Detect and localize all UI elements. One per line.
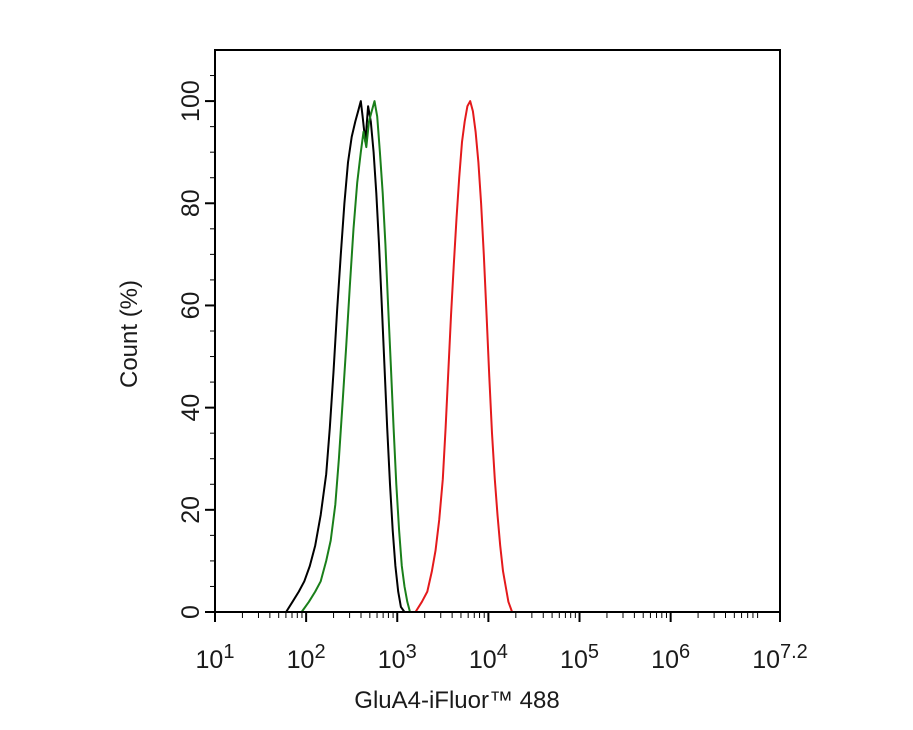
y-tick-label: 100 <box>177 80 205 122</box>
x-tick-label: 104 <box>469 641 508 674</box>
x-tick-label: 102 <box>287 641 326 674</box>
series-line-3 <box>414 100 514 613</box>
x-tick-label: 101 <box>196 641 235 674</box>
y-tick-label: 40 <box>177 394 205 422</box>
y-tick-label: 60 <box>177 292 205 320</box>
y-axis: 0 20 40 60 80 100 <box>177 75 215 619</box>
x-tick-label: 105 <box>560 641 599 674</box>
y-tick-label: 20 <box>177 496 205 524</box>
series-line-2 <box>300 100 411 613</box>
y-axis-title: Count (%) <box>116 280 143 388</box>
x-tick-label: 103 <box>378 641 417 674</box>
plot-frame <box>214 49 781 613</box>
x-axis-title: GluA4-iFluor™ 488 <box>354 687 559 714</box>
series-lines-group <box>285 100 514 613</box>
y-tick-label: 80 <box>177 189 205 217</box>
x-axis: 101 102 103 104 105 106 107.2 <box>196 612 808 674</box>
y-tick-label: 0 <box>177 605 205 619</box>
x-tick-label: 106 <box>651 641 690 674</box>
x-tick-label: 107.2 <box>752 641 808 674</box>
series-line-1 <box>285 100 406 613</box>
